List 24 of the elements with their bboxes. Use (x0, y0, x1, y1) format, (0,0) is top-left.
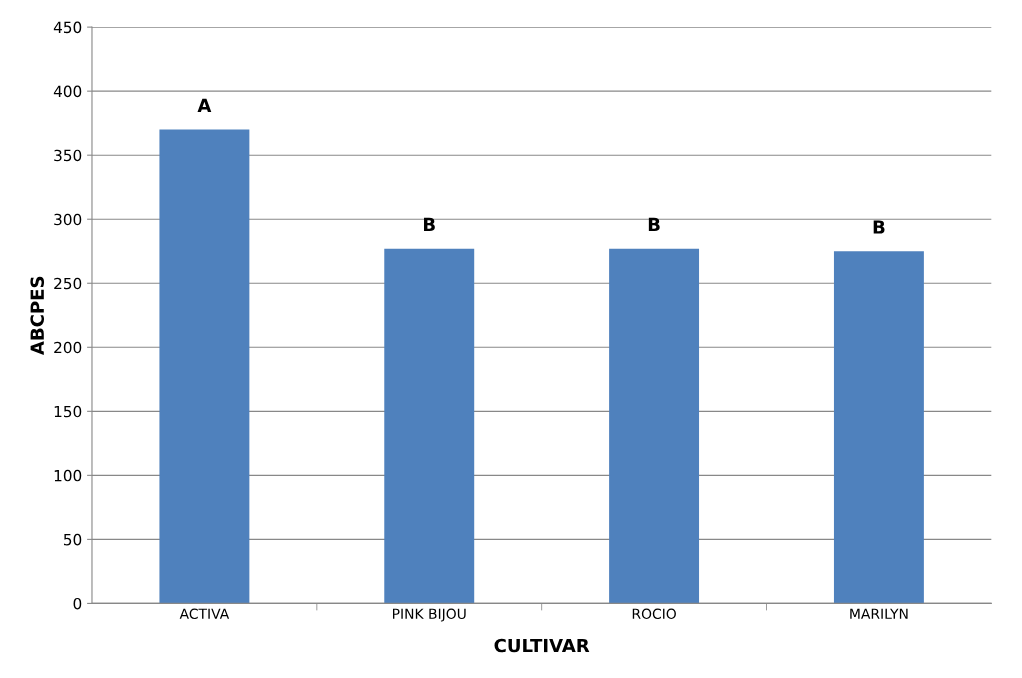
y-tick-label: 450 (53, 21, 82, 34)
y-axis-title: ABCPES (30, 276, 45, 355)
x-axis-title: CULTIVAR (494, 638, 590, 653)
y-tick-label: 400 (53, 85, 82, 98)
x-tick-label: MARILYN (850, 608, 908, 619)
bar (384, 248, 475, 604)
y-tick-label: 200 (54, 341, 82, 354)
x-tick-label: ACTIVA (179, 608, 230, 620)
bar (159, 129, 250, 604)
annotation: B (424, 217, 435, 232)
annotation: B (873, 220, 885, 234)
y-tick-label: 250 (54, 277, 82, 290)
y-tick-label: 150 (54, 405, 82, 418)
bar (833, 251, 924, 604)
y-tick-label: 300 (54, 213, 82, 226)
x-tick-label: PINK BIJOU (393, 608, 466, 622)
y-tick-label: 0 (73, 597, 82, 610)
bar (609, 248, 700, 604)
x-tick-label: ROCIO (632, 608, 676, 620)
y-tick-label: 350 (54, 149, 82, 162)
y-tick-label: 100 (54, 469, 82, 482)
annotation: B (648, 217, 660, 232)
annotation: A (197, 98, 212, 112)
y-tick-label: 50 (64, 533, 82, 546)
